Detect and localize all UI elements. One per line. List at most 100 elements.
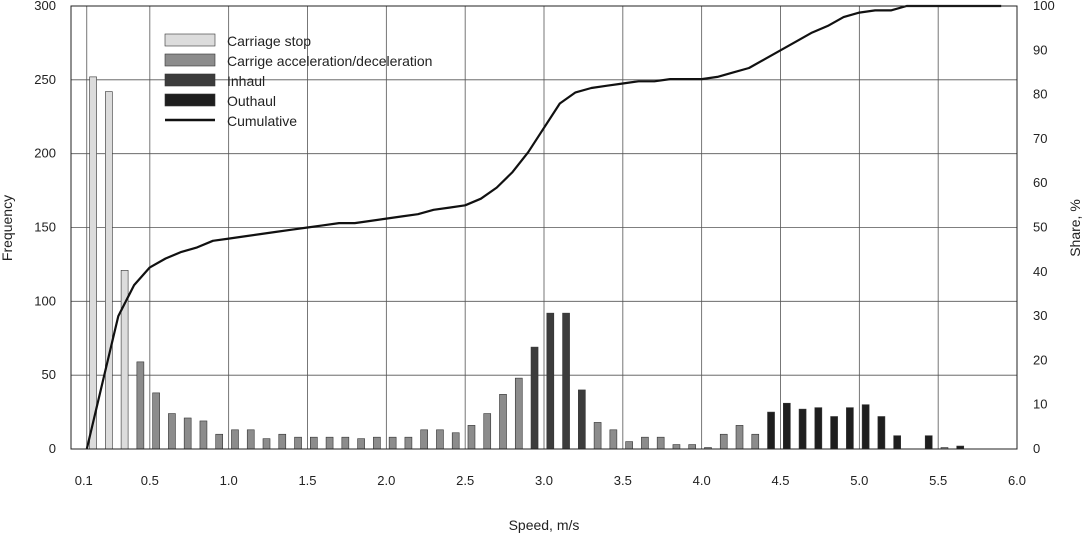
bar-carrige-acceleration-deceleration <box>688 444 697 450</box>
bar-outhaul <box>924 435 933 450</box>
bar-carrige-acceleration-deceleration <box>719 433 728 450</box>
y2-tick-label: 30 <box>1033 308 1047 323</box>
bar-carrige-acceleration-deceleration <box>641 436 649 450</box>
legend-swatch <box>164 73 216 87</box>
x-tick-label: 4.0 <box>693 473 711 488</box>
cumulative-line-layer <box>85 4 1002 450</box>
bar-carrige-acceleration-deceleration <box>152 392 160 450</box>
bar-inhaul <box>546 312 555 450</box>
gridlines <box>71 5 1018 450</box>
y-tick-label: 0 <box>49 441 56 456</box>
bar-carrige-acceleration-deceleration <box>404 436 413 450</box>
y-axis-title: Frequency <box>0 195 15 261</box>
bar-carrige-acceleration-deceleration <box>357 438 365 450</box>
bar-inhaul <box>562 312 570 450</box>
bar-carrige-acceleration-deceleration <box>278 433 287 450</box>
bar-carrige-acceleration-deceleration <box>199 420 208 450</box>
bar-carrige-acceleration-deceleration <box>294 436 302 450</box>
bar-carrige-acceleration-deceleration <box>593 422 602 450</box>
x-tick-label: 5.5 <box>929 473 947 488</box>
bar-carrige-acceleration-deceleration <box>231 429 239 450</box>
y-axis-ticks: 0 50 100 150 200 250 300 <box>34 0 56 456</box>
cumulative-line <box>85 4 1002 450</box>
bar-carrige-acceleration-deceleration <box>751 433 760 450</box>
legend-swatch <box>164 93 216 107</box>
legend-label: Outhaul <box>227 93 276 109</box>
bar-carrige-acceleration-deceleration <box>420 429 428 450</box>
y-tick-label: 50 <box>42 367 56 382</box>
bar-carrige-acceleration-deceleration <box>735 425 744 450</box>
y-tick-label: 100 <box>34 293 56 308</box>
y2-tick-label: 0 <box>1033 441 1040 456</box>
x-tick-label: 5.0 <box>850 473 868 488</box>
y2-axis-ticks: 0 10 20 30 40 50 60 70 80 90 100 <box>1033 0 1055 456</box>
bar-carrige-acceleration-deceleration <box>183 417 192 450</box>
plot-frame <box>70 5 1018 450</box>
y2-tick-label: 20 <box>1033 352 1047 367</box>
y2-tick-label: 10 <box>1033 397 1047 412</box>
bar-carrige-acceleration-deceleration <box>672 444 681 450</box>
y2-tick-label: 100 <box>1033 0 1055 13</box>
x-tick-label: 1.0 <box>220 473 238 488</box>
y2-tick-label: 80 <box>1033 87 1047 102</box>
x-tick-label: 1.5 <box>298 473 316 488</box>
bar-carrige-acceleration-deceleration <box>310 436 318 450</box>
bar-outhaul <box>861 404 870 450</box>
bar-outhaul <box>846 407 854 450</box>
y2-tick-label: 40 <box>1033 264 1047 279</box>
x-tick-label: 2.0 <box>377 473 395 488</box>
bar-outhaul <box>830 416 838 450</box>
x-tick-label: 0.1 <box>75 473 93 488</box>
bar-carrige-acceleration-deceleration <box>262 438 271 450</box>
x-tick-label: 4.5 <box>771 473 789 488</box>
bar-inhaul <box>530 346 539 450</box>
bar-carrige-acceleration-deceleration <box>483 413 492 450</box>
bar-carrige-acceleration-deceleration <box>341 436 350 450</box>
bar-carrige-acceleration-deceleration <box>436 429 444 450</box>
bar-outhaul <box>814 407 823 450</box>
histogram-bars <box>89 76 965 450</box>
bar-carrige-acceleration-deceleration <box>656 436 665 450</box>
bar-carrige-acceleration-deceleration <box>514 377 523 450</box>
x-tick-label: 3.0 <box>535 473 553 488</box>
y-tick-label: 150 <box>34 220 56 235</box>
bar-carrige-acceleration-deceleration <box>136 361 145 450</box>
legend-swatch <box>164 53 216 67</box>
y2-tick-label: 50 <box>1033 220 1047 235</box>
legend-label: Carrige acceleration/deceleration <box>227 53 432 69</box>
x-tick-label: 2.5 <box>456 473 474 488</box>
legend-label: Cumulative <box>227 113 297 129</box>
bar-outhaul <box>798 408 807 450</box>
legend-label: Carriage stop <box>227 33 311 49</box>
bar-carrige-acceleration-deceleration <box>467 425 476 450</box>
bar-carrige-acceleration-deceleration <box>388 436 397 450</box>
bar-outhaul <box>767 411 775 450</box>
y2-tick-label: 70 <box>1033 131 1047 146</box>
x-tick-label: 0.5 <box>141 473 159 488</box>
bar-outhaul <box>877 416 886 450</box>
y2-tick-label: 60 <box>1033 175 1047 190</box>
bar-carrige-acceleration-deceleration <box>609 429 618 450</box>
bar-carrige-acceleration-deceleration <box>451 432 460 450</box>
bar-carrige-acceleration-deceleration <box>373 436 381 450</box>
y-tick-label: 200 <box>34 146 56 161</box>
y2-axis-title: Share, % <box>1067 199 1083 257</box>
bar-carrige-acceleration-deceleration <box>246 429 255 450</box>
bar-carrige-acceleration-deceleration <box>168 413 176 450</box>
legend-swatch <box>164 33 216 47</box>
bar-carrige-acceleration-deceleration <box>625 441 633 450</box>
y-tick-label: 250 <box>34 72 56 87</box>
bar-outhaul <box>783 402 791 450</box>
y-tick-label: 300 <box>34 0 56 13</box>
bar-carrige-acceleration-deceleration <box>215 433 224 450</box>
bar-carriage-stop <box>105 91 113 450</box>
x-tick-label: 6.0 <box>1008 473 1026 488</box>
legend-label: Inhaul <box>227 73 265 89</box>
x-axis-title: Speed, m/s <box>509 517 580 533</box>
bar-outhaul <box>893 435 901 450</box>
x-axis-ticks: 0.1 0.5 1.0 1.5 2.0 2.5 3.0 3.5 4.0 4.5 5.0 5.5 6.0 <box>75 473 1026 488</box>
y2-tick-label: 90 <box>1033 42 1047 57</box>
x-tick-label: 3.5 <box>614 473 632 488</box>
